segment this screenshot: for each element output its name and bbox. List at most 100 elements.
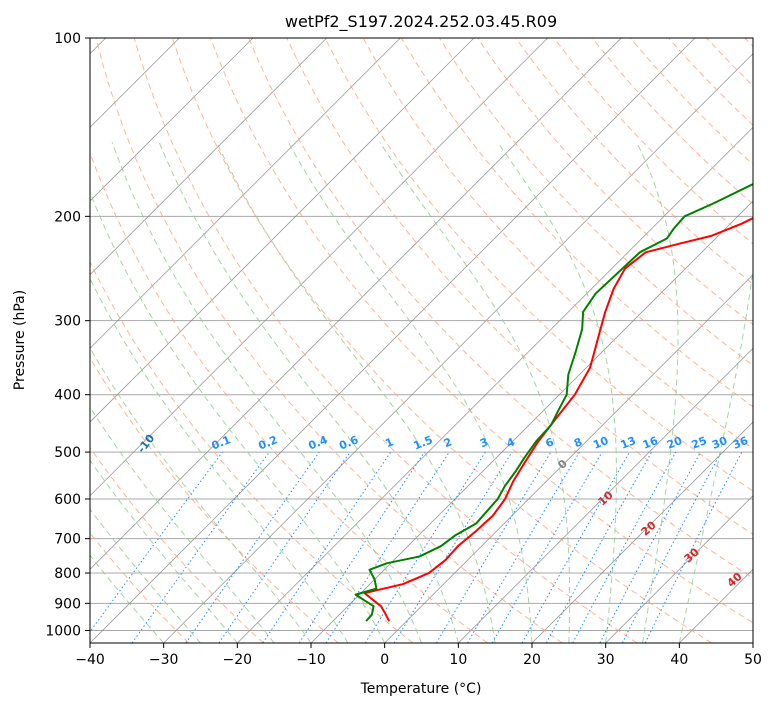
y-tick-label: 600 — [54, 492, 81, 508]
moist-adiabat-line — [90, 406, 275, 643]
mixing-ratio-lines — [90, 451, 743, 643]
x-tick-label: 40 — [670, 652, 688, 668]
mixing-ratio-line — [325, 451, 450, 643]
y-tick-label: 700 — [54, 532, 81, 548]
mixing-ratio-line — [572, 451, 677, 643]
x-axis-label: Temperature (°C) — [360, 681, 482, 697]
mixing-ratio-label: 8 — [572, 435, 584, 450]
mixing-ratio-label: 0.4 — [306, 433, 329, 452]
plot-frame — [89, 37, 754, 644]
x-axis-ticks: −40 −30 −20 −10 0 10 20 30 40 50 — [75, 643, 762, 668]
moist-adiabats — [90, 142, 753, 643]
isotherm-line — [163, 53, 753, 643]
mixing-ratio-line — [262, 451, 392, 643]
mixing-ratio-line — [435, 451, 552, 643]
isotherm-line — [605, 495, 753, 643]
dry-adiabat-line — [324, 38, 753, 492]
isotherm-line — [310, 200, 753, 643]
x-tick-label: 0 — [380, 652, 389, 668]
isotherm-line — [90, 38, 401, 349]
isotherm-line — [752, 642, 753, 643]
mixing-ratio-label: 2 — [442, 435, 454, 450]
isotherm-line — [237, 126, 753, 643]
mixing-ratio-line — [644, 451, 743, 643]
moist-adiabat-line — [216, 142, 496, 643]
mixing-ratio-line — [599, 451, 701, 643]
mixing-ratio-line — [467, 451, 580, 643]
isotherm-line — [90, 38, 622, 570]
mixing-ratio-line — [491, 451, 603, 643]
x-tick-label: −30 — [149, 652, 179, 668]
mixing-ratio-line — [185, 451, 320, 643]
skewed-isotherms — [90, 38, 753, 643]
dry-adiabat-label: -30 — [0, 383, 9, 407]
dry-adiabat-line — [171, 38, 712, 643]
y-tick-label: 100 — [54, 31, 81, 47]
dry-adiabat-label: -20 — [59, 408, 82, 432]
x-tick-label: 30 — [597, 652, 615, 668]
mixing-ratio-line — [131, 451, 270, 643]
dry-adiabat-line — [515, 38, 753, 285]
moist-adiabat-line — [379, 142, 571, 643]
dry-adiabat-line — [90, 260, 414, 643]
x-tick-label: 50 — [744, 652, 762, 668]
mixing-ratio-label: 36 — [731, 434, 750, 452]
y-tick-label: 1000 — [45, 623, 81, 639]
dry-adiabat-line — [744, 38, 753, 48]
mixing-ratio-line — [521, 451, 630, 643]
moist-adiabat-line — [287, 142, 533, 643]
mixing-ratio-label: 1 — [383, 435, 395, 450]
mixing-ratio-line — [364, 451, 486, 643]
y-tick-label: 400 — [54, 388, 81, 404]
isotherm-line — [458, 347, 753, 643]
y-tick-label: 200 — [54, 209, 81, 225]
dry-adiabat-line — [133, 38, 638, 643]
dry-adiabat-line — [90, 151, 488, 643]
mixing-ratio-label: 30 — [710, 434, 729, 452]
mixing-ratio-label: 10 — [591, 434, 610, 452]
sounding-series — [354, 182, 753, 622]
isotherm-line — [90, 38, 327, 276]
dry-adiabat-line — [591, 38, 753, 205]
dewpoint-profile-line — [354, 182, 753, 622]
mixing-ratio-line — [298, 451, 425, 643]
isotherm-line — [384, 274, 753, 643]
dry-adiabat-line — [286, 38, 753, 535]
y-tick-label: 800 — [54, 566, 81, 582]
chart-title: wetPf2_S197.2024.252.03.45.R09 — [285, 12, 557, 32]
dry-adiabat-line — [90, 357, 339, 643]
moist-adiabat-line — [111, 142, 422, 643]
dry-adiabat-line — [95, 38, 563, 643]
x-tick-label: −10 — [296, 652, 326, 668]
mixing-ratio-line — [218, 451, 351, 643]
mixing-ratio-label: 25 — [690, 434, 709, 452]
mixing-ratio-line — [90, 451, 223, 633]
dry-adiabat-line — [90, 446, 264, 643]
x-tick-label: −40 — [75, 652, 105, 668]
mixing-ratio-label: 0.1 — [210, 433, 233, 452]
moist-adiabat-line — [90, 508, 201, 643]
mixing-ratio-label: 3 — [478, 435, 490, 450]
moist-adiabat-line — [90, 459, 238, 643]
dry-adiabat-line — [553, 38, 753, 245]
moist-adiabat-line — [497, 142, 617, 643]
mixing-ratio-label: 20 — [665, 434, 684, 452]
isotherm-line — [531, 421, 753, 643]
isotherm-line — [90, 38, 548, 497]
y-axis-ticks: 1000 900 800 700 600 500 400 300 200 100 — [45, 31, 90, 639]
mixing-ratio-label: 16 — [641, 434, 660, 452]
x-tick-label: −20 — [223, 652, 253, 668]
y-tick-label: 300 — [54, 314, 81, 330]
moist-adiabat-line — [90, 277, 349, 643]
y-tick-label: 500 — [54, 445, 81, 461]
temperature-profile-line — [363, 217, 753, 622]
moist-adiabat-line — [158, 142, 459, 643]
y-tick-label: 900 — [54, 596, 81, 612]
moist-adiabat-line — [90, 346, 312, 643]
dry-adiabat-line — [210, 38, 753, 624]
moist-adiabat-line — [636, 142, 679, 643]
moist-adiabat-line — [90, 190, 386, 643]
isotherm-line — [90, 38, 254, 202]
dry-adiabats — [90, 38, 753, 643]
